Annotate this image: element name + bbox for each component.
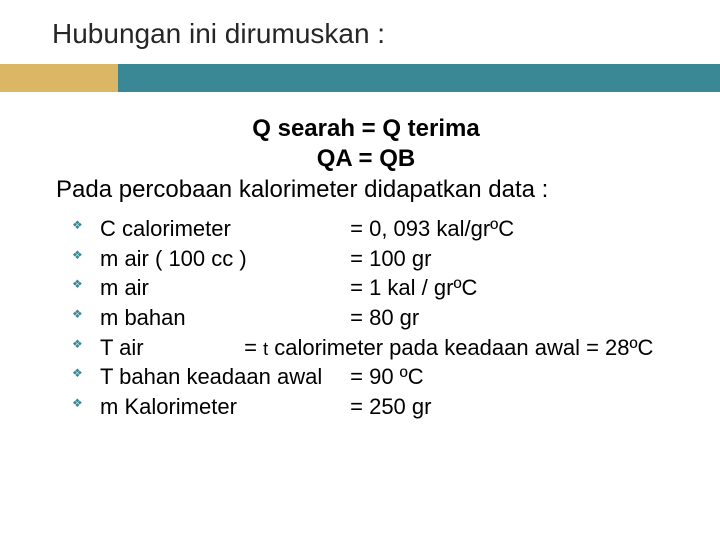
item-label: m air	[100, 273, 344, 303]
item-value: = 90 ºC	[350, 364, 423, 389]
item-label: m air ( 100 cc )	[100, 244, 344, 274]
item-label: C calorimeter	[100, 214, 344, 244]
item-value: = t calorimeter pada keadaan awal = 28ºC	[244, 335, 653, 360]
intro-text: Pada percobaan kalorimeter didapatkan da…	[56, 176, 668, 204]
equation-1: Q searah = Q terima	[64, 114, 668, 144]
item-label: T air	[100, 333, 238, 363]
item-label: T bahan keadaan awal	[100, 362, 344, 392]
title-area: Hubungan ini dirumuskan :	[0, 0, 720, 64]
accent-bar-left	[0, 64, 118, 92]
data-list: C calorimeter = 0, 093 kal/grºC m air ( …	[64, 214, 668, 422]
list-item: m air ( 100 cc ) = 100 gr	[72, 244, 668, 274]
slide-title: Hubungan ini dirumuskan :	[52, 18, 720, 50]
item-value: = 1 kal / grºC	[350, 275, 477, 300]
list-item: T bahan keadaan awal = 90 ºC	[72, 362, 668, 392]
accent-bar-right	[118, 64, 720, 92]
item-label: m bahan	[100, 303, 344, 333]
equation-2: QA = QB	[64, 144, 668, 174]
accent-bar	[0, 64, 720, 92]
item-value: = 250 gr	[350, 394, 431, 419]
list-item: m bahan = 80 gr	[72, 303, 668, 333]
item-value: = 80 gr	[350, 305, 419, 330]
list-item: m air = 1 kal / grºC	[72, 273, 668, 303]
item-value: = 100 gr	[350, 246, 431, 271]
item-value: = 0, 093 kal/grºC	[350, 216, 514, 241]
content-area: Q searah = Q terima QA = QB Pada percoba…	[0, 92, 720, 422]
item-label: m Kalorimeter	[100, 392, 344, 422]
list-item: T air = t calorimeter pada keadaan awal …	[72, 333, 668, 363]
list-item: m Kalorimeter = 250 gr	[72, 392, 668, 422]
list-item: C calorimeter = 0, 093 kal/grºC	[72, 214, 668, 244]
slide: Hubungan ini dirumuskan : Q searah = Q t…	[0, 0, 720, 540]
